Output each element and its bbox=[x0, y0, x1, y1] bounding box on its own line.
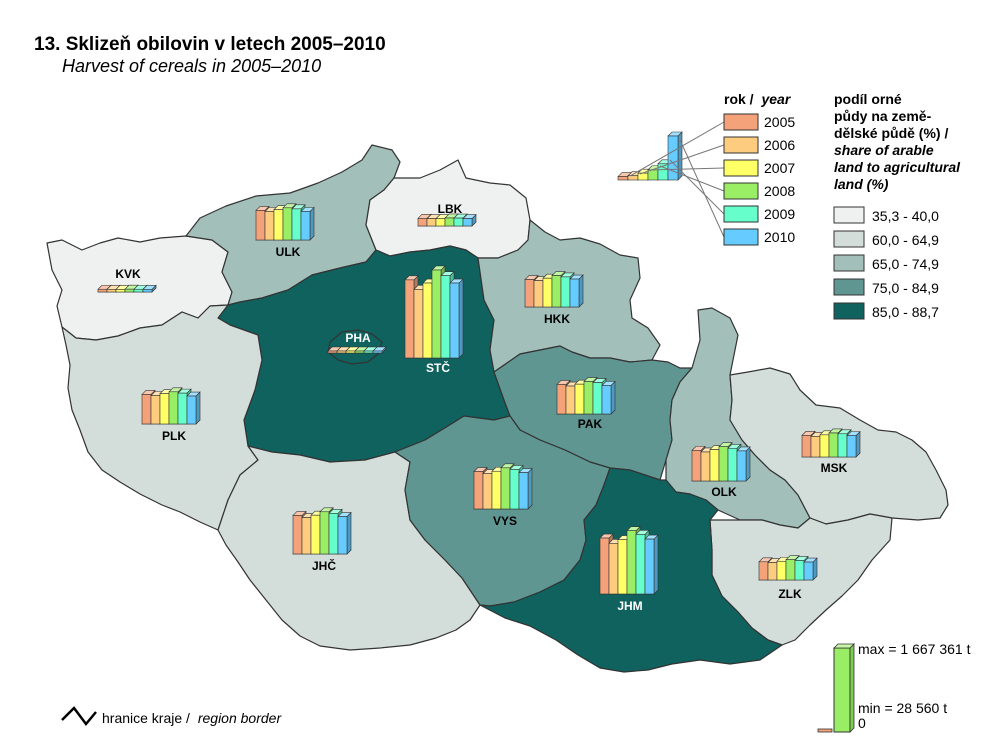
region-label-lbk: LBK bbox=[438, 202, 463, 216]
border-legend-label-en: region border bbox=[198, 710, 283, 726]
year-label-2005: 2005 bbox=[764, 114, 795, 130]
border-legend: hranice kraje / region border bbox=[61, 706, 282, 727]
chart-hkk bbox=[524, 270, 584, 308]
region-label-kvk: KVK bbox=[115, 267, 141, 281]
region-label-olk: OLK bbox=[711, 485, 737, 499]
border-legend-label-cz: hranice kraje / bbox=[102, 710, 190, 726]
share-swatch-1 bbox=[833, 206, 865, 224]
scale-max-label: max = 1 667 361 t bbox=[858, 641, 971, 657]
scale-bar-top bbox=[833, 643, 855, 649]
map-title: 13. Sklizeň obilovin v letech 2005–2010 bbox=[34, 34, 386, 55]
year-label-2009: 2009 bbox=[764, 206, 795, 222]
chart-hkk-bar-2010 bbox=[569, 274, 584, 308]
chart-jhm bbox=[599, 525, 659, 595]
scale-legend: max = 1 667 361 t min = 28 560 t 0 bbox=[817, 641, 971, 733]
region-border-symbol bbox=[61, 706, 97, 727]
year-leader-2005 bbox=[629, 121, 725, 177]
year-label-2006: 2006 bbox=[764, 137, 795, 153]
year-leader-2006 bbox=[639, 144, 725, 175]
year-swatch-2006 bbox=[723, 136, 759, 154]
share-label-3: 65,0 - 74,9 bbox=[872, 256, 939, 272]
region-label-jhm: JHM bbox=[617, 599, 642, 613]
scale-bar-side bbox=[849, 643, 855, 733]
year-legend-title-cz: rok / bbox=[724, 91, 754, 107]
scale-zero-label: 0 bbox=[858, 715, 866, 731]
share-label-2: 60,0 - 64,9 bbox=[872, 232, 939, 248]
year-leader-2007 bbox=[649, 167, 725, 171]
share-label-4: 75,0 - 84,9 bbox=[872, 280, 939, 296]
year-leader-2008 bbox=[659, 165, 725, 192]
chart-stč-bar-2010 bbox=[449, 278, 464, 359]
share-legend-title-line-1: podíl orné bbox=[834, 91, 902, 107]
chart-kvk bbox=[97, 284, 157, 293]
region-label-zlk: ZLK bbox=[778, 587, 802, 601]
chart-vys bbox=[473, 463, 533, 510]
chart-plk bbox=[141, 387, 201, 425]
chart-ulk bbox=[255, 203, 315, 241]
legend-sample-chart bbox=[617, 131, 683, 181]
year-legend: rok / year 2005 2006 2007 2008 2009 2010 bbox=[629, 91, 795, 246]
chart-lbk bbox=[417, 213, 477, 227]
chart-pha-bar-2010 bbox=[372, 346, 387, 354]
border-legend-label: hranice kraje / region border bbox=[102, 710, 282, 726]
year-label-2007: 2007 bbox=[764, 160, 795, 176]
chart-msk bbox=[801, 428, 861, 458]
year-swatch-2005 bbox=[723, 113, 759, 131]
year-swatch-2007 bbox=[723, 159, 759, 177]
share-legend-title-line-2: půdy na země- bbox=[834, 108, 932, 124]
share-legend-title-line-3: dělské půdě (%) / bbox=[834, 125, 948, 141]
chart-stč bbox=[404, 265, 464, 359]
share-swatch-5 bbox=[833, 302, 865, 320]
share-swatch-4 bbox=[833, 278, 865, 296]
share-swatch-2 bbox=[833, 230, 865, 248]
chart-pha bbox=[327, 346, 387, 354]
legend-sample-bar-2010 bbox=[667, 131, 683, 181]
chart-kvk-bar-2010 bbox=[142, 284, 157, 293]
scale-max-bar bbox=[833, 647, 851, 733]
share-label-1: 35,3 - 40,0 bbox=[872, 208, 939, 224]
chart-lbk-bar-2010 bbox=[462, 213, 477, 227]
map-subtitle: Harvest of cereals in 2005–2010 bbox=[62, 56, 322, 76]
region-label-vys: VYS bbox=[493, 514, 517, 528]
region-label-hkk: HKK bbox=[544, 312, 570, 326]
chart-jhm-bar-2010 bbox=[644, 534, 659, 595]
region-label-stč: STČ bbox=[426, 360, 450, 375]
share-label-5: 85,0 - 88,7 bbox=[872, 304, 939, 320]
region-label-jhč: JHČ bbox=[312, 558, 336, 573]
scale-min-label: min = 28 560 t bbox=[858, 700, 947, 716]
chart-ulk-bar-2010 bbox=[300, 206, 315, 241]
chart-olk bbox=[691, 441, 751, 482]
region-label-ulk: ULK bbox=[276, 245, 301, 259]
year-leader-2010 bbox=[679, 139, 725, 238]
year-swatch-2010 bbox=[723, 228, 759, 246]
chart-olk-bar-2010 bbox=[736, 446, 751, 482]
chart-zlk bbox=[758, 554, 818, 581]
chart-pak-bar-2010 bbox=[601, 380, 616, 415]
year-swatch-2009 bbox=[723, 205, 759, 223]
region-label-plk: PLK bbox=[162, 429, 186, 443]
chart-pak bbox=[556, 376, 616, 415]
year-label-2008: 2008 bbox=[764, 183, 795, 199]
chart-zlk-bar-2010 bbox=[803, 557, 818, 581]
year-legend-title-en: year bbox=[760, 91, 791, 107]
share-legend-title-line-6: land (%) bbox=[834, 176, 889, 192]
share-legend-title-line-4: share of arable bbox=[834, 142, 934, 158]
chart-msk-bar-2010 bbox=[846, 430, 861, 458]
scale-min-bar bbox=[817, 728, 833, 733]
chart-jhč-bar-2010 bbox=[337, 511, 352, 555]
year-legend-title: rok / year bbox=[724, 91, 792, 107]
year-label-2010: 2010 bbox=[764, 229, 795, 245]
region-label-pak: PAK bbox=[578, 417, 603, 431]
chart-jhč bbox=[292, 507, 352, 555]
chart-plk-bar-2010 bbox=[186, 391, 201, 425]
region-label-pha: PHA bbox=[345, 331, 371, 345]
year-swatch-2008 bbox=[723, 182, 759, 200]
share-legend-title-line-5: land to agricultural bbox=[834, 159, 961, 175]
year-leader-2009 bbox=[669, 159, 725, 215]
region-label-msk: MSK bbox=[821, 461, 848, 475]
chart-vys-bar-2010 bbox=[518, 467, 533, 510]
share-swatch-3 bbox=[833, 254, 865, 272]
